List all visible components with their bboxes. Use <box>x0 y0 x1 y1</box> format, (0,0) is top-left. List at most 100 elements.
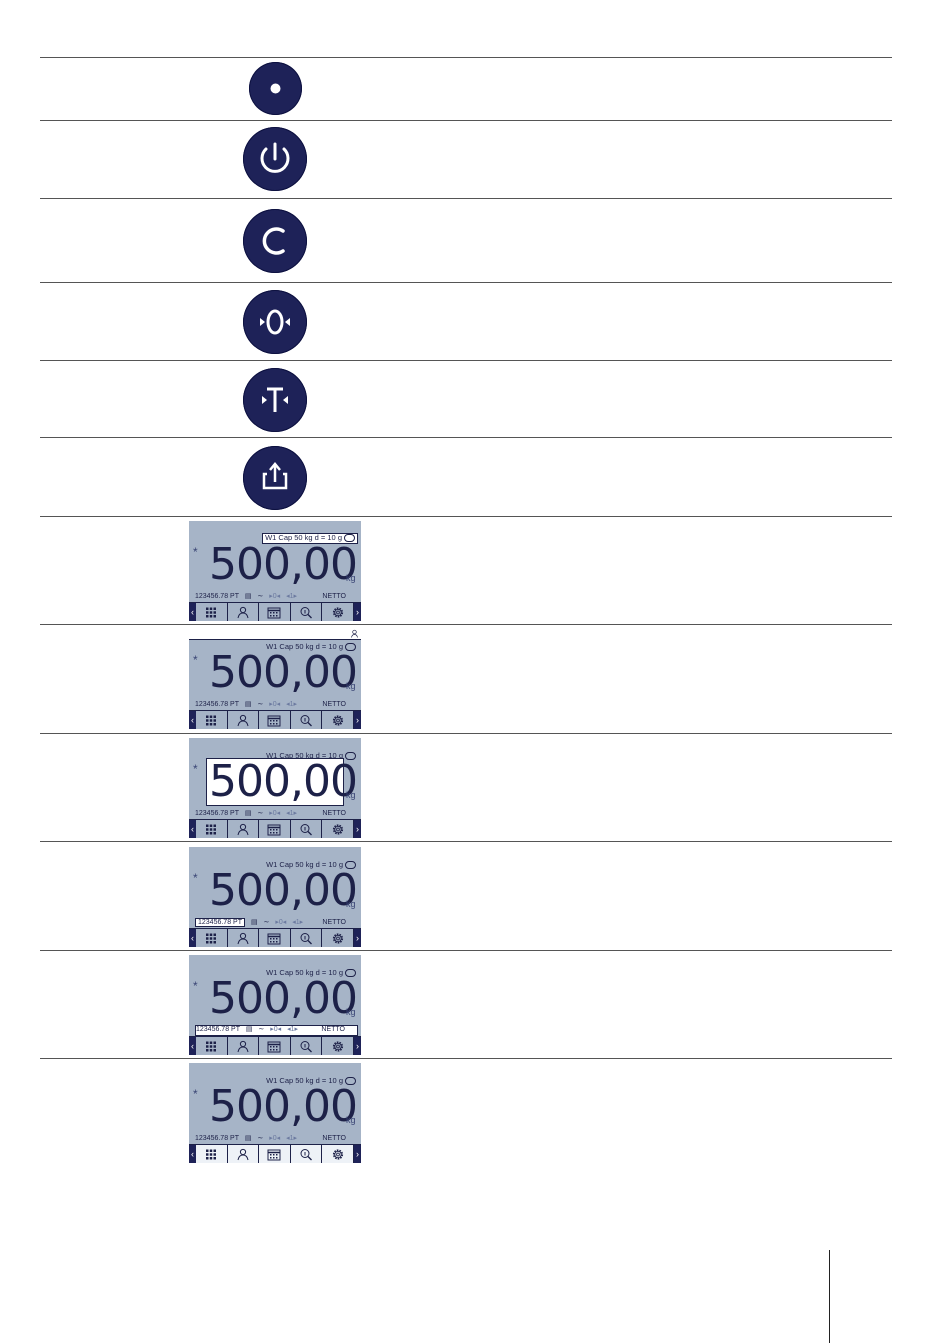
weight-value[interactable]: 500,00 <box>209 865 358 916</box>
id-field[interactable]: 123456.78 PT <box>195 1135 239 1142</box>
calendar-button[interactable] <box>259 603 291 621</box>
search-button[interactable] <box>291 1145 323 1163</box>
menu-grid-icon <box>206 933 217 943</box>
chevron-right-icon[interactable]: › <box>353 820 361 838</box>
metrology-line[interactable]: W1 Cap 50 kg d = 10 g <box>264 860 358 870</box>
divider <box>40 360 892 361</box>
divider <box>40 624 892 625</box>
id-field[interactable]: 123456.78 PT <box>195 918 245 927</box>
calendar-icon <box>267 1041 281 1052</box>
calendar-button[interactable] <box>259 929 291 947</box>
chevron-left-icon[interactable]: ‹ <box>189 603 196 621</box>
user-button[interactable] <box>228 603 260 621</box>
chevron-left-icon[interactable]: ‹ <box>189 1145 196 1163</box>
star-indicator: * <box>193 871 198 885</box>
search-icon <box>300 932 313 944</box>
search-button[interactable] <box>291 603 323 621</box>
metrology-line[interactable]: W1 Cap 50 kg d = 10 g <box>264 642 358 652</box>
fn-dot-key[interactable] <box>249 62 302 115</box>
user-button[interactable] <box>228 1145 260 1163</box>
divider <box>40 120 892 121</box>
chevron-right-icon[interactable]: › <box>353 603 361 621</box>
divider <box>40 57 892 58</box>
search-icon <box>300 823 313 835</box>
menu-grid-button[interactable] <box>196 820 228 838</box>
clear-c-icon <box>262 227 285 255</box>
search-button[interactable] <box>291 711 323 729</box>
motion-icon: ∼ <box>257 1135 264 1142</box>
chevron-right-icon[interactable]: › <box>353 929 361 947</box>
star-indicator: * <box>193 653 198 667</box>
menu-grid-button[interactable] <box>196 1037 228 1055</box>
chevron-left-icon[interactable]: ‹ <box>189 820 196 838</box>
approval-badge-icon <box>345 969 356 978</box>
id-field[interactable]: 123456.78 PT <box>196 1026 240 1033</box>
settings-button[interactable] <box>322 1037 354 1055</box>
metrology-text: W1 Cap 50 kg d = 10 g <box>266 642 343 651</box>
metrology-text: W1 Cap 50 kg d = 10 g <box>265 533 342 542</box>
settings-button[interactable] <box>322 603 354 621</box>
settings-button[interactable] <box>322 711 354 729</box>
search-button[interactable] <box>291 1037 323 1055</box>
chevron-left-icon[interactable]: ‹ <box>189 1037 196 1055</box>
weight-value[interactable]: 500,00 <box>209 1081 358 1132</box>
weight-unit: kg <box>346 790 356 800</box>
menu-grid-icon <box>206 1041 217 1051</box>
metrology-line[interactable]: W1 Cap 50 kg d = 10 g <box>264 751 358 761</box>
user-icon <box>237 823 249 835</box>
metrology-text: W1 Cap 50 kg d = 10 g <box>266 1076 343 1085</box>
zero-center-icon: ▸0◂ <box>269 1135 281 1142</box>
id-field[interactable]: 123456.78 PT <box>195 593 239 600</box>
weight-value[interactable]: 500,00 <box>209 647 358 698</box>
calendar-button[interactable] <box>259 1145 291 1163</box>
calendar-button[interactable] <box>259 711 291 729</box>
user-button[interactable] <box>228 711 260 729</box>
metrology-text: W1 Cap 50 kg d = 10 g <box>266 751 343 760</box>
id-field[interactable]: 123456.78 PT <box>195 701 239 708</box>
star-indicator: * <box>193 979 198 993</box>
menu-grid-button[interactable] <box>196 1145 228 1163</box>
settings-button[interactable] <box>322 929 354 947</box>
clear-key[interactable] <box>243 209 307 273</box>
chevron-right-icon[interactable]: › <box>353 711 361 729</box>
metrology-line[interactable]: W1 Cap 50 kg d = 10 g <box>264 1076 358 1086</box>
status-line[interactable]: 123456.78 PT ▤ ∼ ▸0◂ ◂1▸ NETTO <box>195 1025 358 1036</box>
menu-grid-button[interactable] <box>196 711 228 729</box>
power-key[interactable] <box>243 127 307 191</box>
user-button[interactable] <box>228 820 260 838</box>
settings-button[interactable] <box>322 1145 354 1163</box>
menu-grid-button[interactable] <box>196 603 228 621</box>
metrology-line[interactable]: W1 Cap 50 kg d = 10 g <box>264 968 358 978</box>
calendar-icon <box>267 715 281 726</box>
calendar-button[interactable] <box>259 1037 291 1055</box>
menu-grid-button[interactable] <box>196 929 228 947</box>
weight-value[interactable]: 500,00 <box>209 973 358 1024</box>
display-panel: W1 Cap 50 kg d = 10 g * 500,00 kg 123456… <box>189 521 361 621</box>
calendar-button[interactable] <box>259 820 291 838</box>
status-line[interactable]: 123456.78 PT ▤ ∼ ▸0◂ ◂1▸ NETTO <box>195 918 358 927</box>
status-line[interactable]: 123456.78 PT ▤ ∼ ▸0◂ ◂1▸ NETTO <box>195 592 358 601</box>
id-field[interactable]: 123456.78 PT <box>195 810 239 817</box>
chevron-right-icon[interactable]: › <box>353 1145 361 1163</box>
metrology-line[interactable]: W1 Cap 50 kg d = 10 g <box>262 533 358 544</box>
weight-value[interactable]: 500,00 <box>209 539 358 590</box>
status-line[interactable]: 123456.78 PT ▤ ∼ ▸0◂ ◂1▸ NETTO <box>195 1134 358 1143</box>
search-button[interactable] <box>291 929 323 947</box>
user-button[interactable] <box>228 1037 260 1055</box>
chevron-left-icon[interactable]: ‹ <box>189 711 196 729</box>
weight-value[interactable]: 500,00 <box>206 756 358 807</box>
transfer-key[interactable] <box>243 446 307 510</box>
info-bar[interactable] <box>189 629 361 640</box>
status-line[interactable]: 123456.78 PT ▤ ∼ ▸0◂ ◂1▸ NETTO <box>195 809 358 818</box>
status-line[interactable]: 123456.78 PT ▤ ∼ ▸0◂ ◂1▸ NETTO <box>195 700 358 709</box>
range-icon: ◂1▸ <box>287 1026 299 1033</box>
search-icon <box>300 606 313 618</box>
search-button[interactable] <box>291 820 323 838</box>
approval-badge-icon <box>345 643 356 652</box>
chevron-right-icon[interactable]: › <box>353 1037 361 1055</box>
chevron-left-icon[interactable]: ‹ <box>189 929 196 947</box>
user-button[interactable] <box>228 929 260 947</box>
tare-key[interactable] <box>243 368 307 432</box>
zero-key[interactable] <box>243 290 307 354</box>
settings-button[interactable] <box>322 820 354 838</box>
